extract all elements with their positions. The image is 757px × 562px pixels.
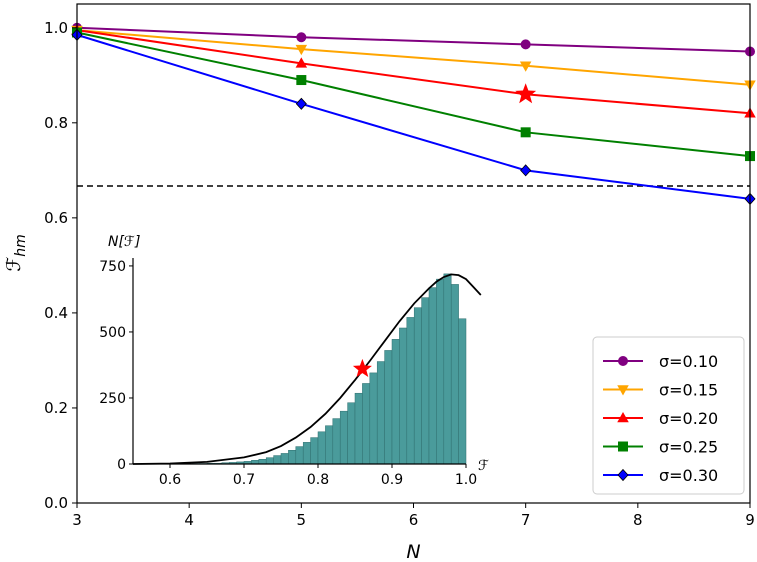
- legend-entry-3: σ=0.25: [603, 438, 718, 457]
- series-line: [76, 33, 751, 200]
- y-tick-label: 0.6: [44, 209, 68, 227]
- y-tick-label: 0.0: [44, 494, 68, 512]
- y-tick-label: 0.4: [44, 304, 68, 322]
- inset-x-tick-label: 0.8: [307, 472, 329, 488]
- inset-x-axis-title: ℱ: [478, 458, 489, 474]
- data-point: [519, 61, 532, 72]
- fit-curve: [132, 273, 482, 465]
- legend-entry-2: σ=0.20: [603, 409, 718, 428]
- x-tick-label: 7: [521, 511, 531, 529]
- legend-entry-4: σ=0.30: [603, 466, 718, 485]
- series-line: [76, 29, 751, 86]
- histogram-bar: [421, 297, 430, 465]
- inset-x-tick-label: 0.7: [233, 472, 255, 488]
- data-point: [520, 127, 531, 138]
- legend-marker: [618, 356, 628, 366]
- histogram-bar: [450, 284, 459, 465]
- legend-marker: [618, 441, 628, 452]
- histogram-bar: [302, 442, 311, 465]
- histogram-bar: [369, 372, 378, 465]
- inset-x-tick-label: 0.9: [381, 472, 403, 488]
- inset-x-tick-label: 0.6: [159, 472, 181, 488]
- histogram-bar: [362, 383, 371, 465]
- x-tick-label: 9: [745, 511, 755, 529]
- legend-label: σ=0.25: [659, 438, 718, 457]
- histogram-bar: [347, 402, 356, 465]
- histogram-bar: [273, 455, 282, 465]
- y-tick-label: 0.2: [44, 399, 68, 417]
- x-tick-label: 4: [184, 511, 194, 529]
- data-point: [295, 57, 308, 68]
- histogram-bar: [265, 457, 274, 465]
- y-axis-title: ℱhm: [3, 234, 29, 271]
- x-tick-label: 3: [72, 511, 82, 529]
- inset-highlight-star: [352, 358, 372, 378]
- inset-y-axis-title: N[ℱ]: [108, 234, 140, 250]
- histogram-bar: [399, 327, 408, 465]
- legend-entry-1: σ=0.15: [603, 381, 718, 400]
- x-axis-title: N: [406, 541, 420, 562]
- inset-y-tick-label: 500: [99, 325, 126, 341]
- histogram-bar: [376, 361, 385, 465]
- inset-histogram: 0.6 0.7 0.8 0.9 1.0 0 250 500 750 N[ℱ] ℱ: [99, 234, 489, 488]
- legend-label: σ=0.30: [659, 466, 718, 485]
- x-tick-label: 6: [409, 511, 419, 529]
- series-4: [71, 28, 756, 205]
- histogram-bar: [443, 273, 452, 465]
- legend-entry-0: σ=0.10: [603, 352, 718, 371]
- histogram-bar: [391, 339, 400, 465]
- histogram-bar: [406, 317, 415, 465]
- main-plot: 3 4 5 6 7 8 9 0.0 0.2 0.4 0.6 0.8 1.0 N ℱhm: [3, 3, 756, 562]
- histogram-bar: [384, 350, 393, 465]
- inset-x-tick-label: 1.0: [455, 472, 477, 488]
- histogram-bar: [458, 318, 467, 465]
- histogram-bar: [428, 287, 437, 465]
- histogram-bar: [339, 410, 348, 465]
- y-axis-title-base: ℱ: [3, 257, 25, 272]
- series-line: [76, 29, 751, 115]
- data-point: [295, 97, 307, 110]
- data-point: [295, 44, 308, 56]
- y-tick-label: 0.8: [44, 114, 68, 132]
- legend-label: σ=0.10: [659, 352, 718, 371]
- inset-y-tick-label: 0: [117, 457, 126, 473]
- series-line: [76, 26, 751, 53]
- y-tick-label: 1.0: [44, 19, 68, 37]
- inset-y-tick-label: 250: [99, 391, 126, 407]
- histogram-bar: [280, 453, 289, 465]
- series-line: [76, 31, 751, 158]
- histogram-bar: [295, 446, 304, 465]
- histogram-bar: [413, 307, 422, 465]
- inset-y-tick-label: 750: [99, 259, 126, 275]
- legend-label: σ=0.15: [659, 381, 718, 400]
- x-tick-label: 5: [297, 511, 307, 529]
- series-0: [72, 22, 755, 57]
- legend-label: σ=0.20: [659, 409, 718, 428]
- histogram-bar: [258, 458, 267, 465]
- histogram-bar: [436, 278, 445, 465]
- x-tick-label: 8: [633, 511, 643, 529]
- y-axis-title-sub: hm: [13, 234, 29, 257]
- histogram-bar: [325, 425, 334, 465]
- data-point: [520, 164, 532, 177]
- histogram-bar: [310, 437, 319, 465]
- legend-marker: [617, 385, 629, 396]
- histogram-bar: [317, 431, 326, 465]
- data-point: [296, 75, 307, 86]
- histogram-bar: [332, 418, 341, 465]
- data-point: [520, 39, 531, 50]
- legend-box: [592, 336, 745, 495]
- histogram-bar: [288, 450, 297, 465]
- histogram-bar: [354, 392, 363, 465]
- legend: σ=0.10 σ=0.15 σ=0.20 σ=0.25 σ=0.30: [592, 336, 745, 495]
- legend-marker: [617, 468, 629, 482]
- highlight-star: [515, 83, 537, 104]
- series-1: [71, 25, 756, 91]
- legend-marker: [617, 412, 629, 423]
- data-point: [296, 32, 307, 43]
